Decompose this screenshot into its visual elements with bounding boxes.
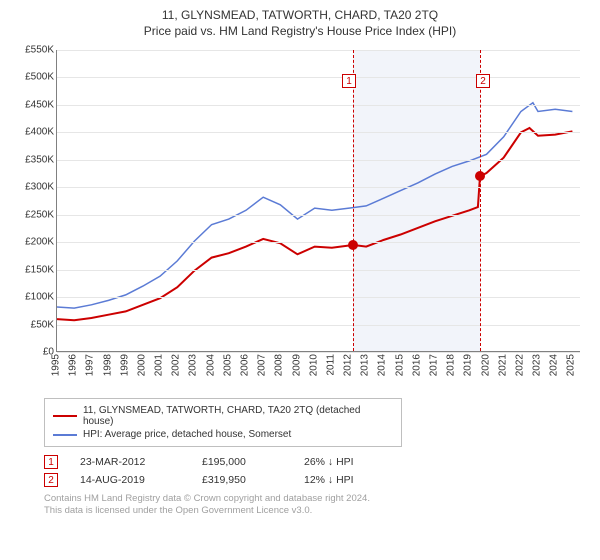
series-property [57,128,572,320]
sale-date: 23-MAR-2012 [80,456,180,468]
x-axis-label: 2025 [566,354,577,376]
legend-box: 11, GLYNSMEAD, TATWORTH, CHARD, TA20 2TQ… [44,398,402,447]
sale-marker-tag: 2 [476,74,490,88]
x-axis-label: 2011 [325,354,336,376]
x-axis-label: 1998 [102,354,113,376]
footer-line-2: This data is licensed under the Open Gov… [44,505,588,517]
x-axis-label: 2023 [532,354,543,376]
x-axis-label: 2021 [497,354,508,376]
chart-area: 12 £0£50K£100K£150K£200K£250K£300K£350K£… [12,44,588,394]
grid-line [57,187,580,188]
x-axis-label: 2012 [343,354,354,376]
x-axis-label: 2008 [274,354,285,376]
sale-marker-tag: 1 [342,74,356,88]
sale-row: 2 14-AUG-2019 £319,950 12% ↓ HPI [44,473,588,487]
y-axis-label: £550K [10,45,54,56]
y-axis-label: £300K [10,182,54,193]
grid-line [57,132,580,133]
x-axis-label: 2018 [446,354,457,376]
sale-marker-dot [475,171,485,181]
sale-date: 14-AUG-2019 [80,474,180,486]
x-axis-label: 2015 [394,354,405,376]
below-chart: 11, GLYNSMEAD, TATWORTH, CHARD, TA20 2TQ… [12,398,588,517]
x-axis-label: 2016 [411,354,422,376]
x-axis-label: 2020 [480,354,491,376]
grid-line [57,160,580,161]
sale-vs-hpi: 26% ↓ HPI [304,456,354,468]
x-axis-label: 2009 [291,354,302,376]
x-axis-label: 2000 [136,354,147,376]
legend-item: HPI: Average price, detached house, Some… [53,429,393,440]
x-axis-label: 1996 [68,354,79,376]
legend-label: 11, GLYNSMEAD, TATWORTH, CHARD, TA20 2TQ… [83,405,393,427]
plot-region: 12 [56,50,580,352]
grid-line [57,297,580,298]
y-axis-label: £0 [10,347,54,358]
x-axis-label: 2007 [257,354,268,376]
legend-swatch [53,434,77,436]
sales-list: 1 23-MAR-2012 £195,000 26% ↓ HPI 2 14-AUG-201… [44,455,588,487]
x-axis-label: 2017 [428,354,439,376]
y-axis-label: £50K [10,319,54,330]
x-axis-label: 1995 [51,354,62,376]
series-hpi [57,103,572,308]
sale-index-box: 1 [44,455,58,469]
x-axis-label: 2019 [463,354,474,376]
chart-title-address: 11, GLYNSMEAD, TATWORTH, CHARD, TA20 2TQ [12,8,588,22]
sale-index-box: 2 [44,473,58,487]
grid-line [57,242,580,243]
y-axis-label: £100K [10,292,54,303]
grid-line [57,50,580,51]
footer-line-1: Contains HM Land Registry data © Crown c… [44,493,588,505]
chart-container: 11, GLYNSMEAD, TATWORTH, CHARD, TA20 2TQ… [0,0,600,560]
x-axis-label: 2010 [308,354,319,376]
x-axis-label: 2005 [222,354,233,376]
y-axis-label: £500K [10,72,54,83]
x-axis-label: 1999 [119,354,130,376]
x-axis-label: 2022 [514,354,525,376]
legend-swatch [53,415,77,417]
x-axis-label: 2004 [205,354,216,376]
grid-line [57,325,580,326]
x-axis-label: 2006 [239,354,250,376]
grid-line [57,77,580,78]
grid-line [57,105,580,106]
y-axis-label: £250K [10,209,54,220]
grid-line [57,352,580,353]
sale-row: 1 23-MAR-2012 £195,000 26% ↓ HPI [44,455,588,469]
grid-line [57,215,580,216]
x-axis-label: 2014 [377,354,388,376]
marker-vline [480,50,481,351]
x-axis-label: 1997 [85,354,96,376]
x-axis-label: 2013 [360,354,371,376]
x-axis-label: 2001 [154,354,165,376]
legend-label: HPI: Average price, detached house, Some… [83,429,291,440]
footer-attribution: Contains HM Land Registry data © Crown c… [44,493,588,517]
grid-line [57,270,580,271]
y-axis-label: £450K [10,99,54,110]
sale-marker-dot [348,240,358,250]
y-axis-label: £350K [10,154,54,165]
sale-price: £195,000 [202,456,282,468]
x-axis-label: 2024 [549,354,560,376]
y-axis-label: £150K [10,264,54,275]
x-axis-label: 2003 [188,354,199,376]
y-axis-label: £400K [10,127,54,138]
series-lines [57,50,581,352]
x-axis-label: 2002 [171,354,182,376]
legend-item: 11, GLYNSMEAD, TATWORTH, CHARD, TA20 2TQ… [53,405,393,427]
chart-titles: 11, GLYNSMEAD, TATWORTH, CHARD, TA20 2TQ… [12,8,588,38]
sale-vs-hpi: 12% ↓ HPI [304,474,354,486]
y-axis-label: £200K [10,237,54,248]
sale-price: £319,950 [202,474,282,486]
marker-vline [353,50,354,351]
chart-subtitle: Price paid vs. HM Land Registry's House … [12,24,588,38]
